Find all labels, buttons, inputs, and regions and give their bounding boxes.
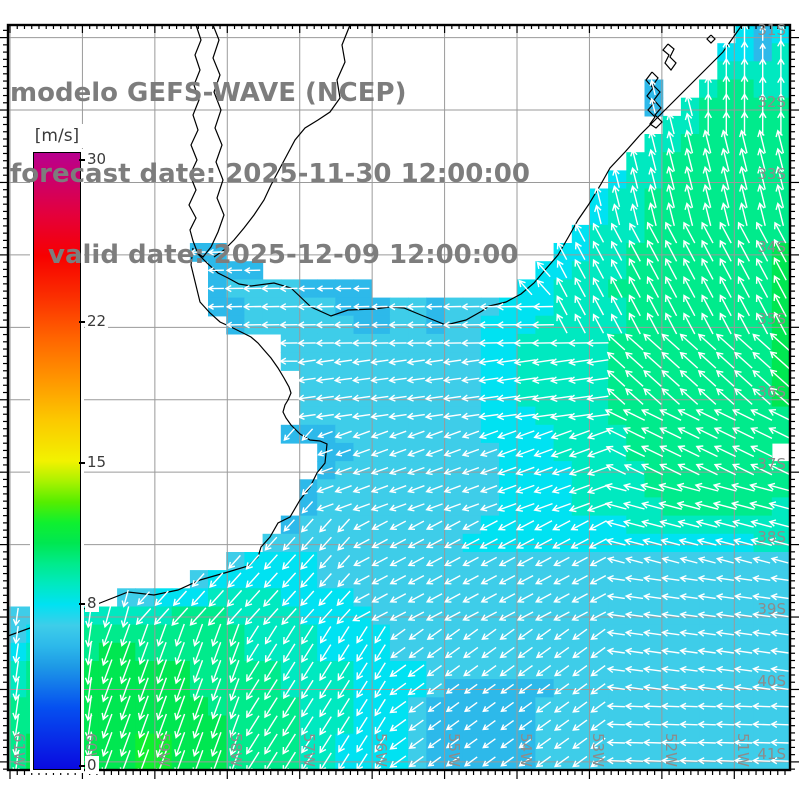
title-valid-date: valid date: 2025-12-09 12:00:00 [48,240,519,270]
colorbar-tick-label: 22 [85,311,109,330]
plot-title: modelo GEFS-WAVE (NCEP) forecast date: 2… [10,26,530,323]
river-parana-delta [195,24,225,258]
colorbar [33,152,81,770]
title-forecast-date: forecast date: 2025-11-30 12:00:00 [10,159,530,189]
colorbar-tick-mark [79,765,85,767]
river-uruguay-negro [213,24,351,258]
coast-argentina-south [7,247,328,637]
lagoon-dos-patos [645,71,663,129]
lagoon-mirim [662,43,677,71]
map-border [6,23,792,772]
coastlines [7,24,743,637]
islet [706,34,716,44]
colorbar-tick-mark [79,320,85,323]
title-model: modelo GEFS-WAVE (NCEP) [10,78,407,108]
colorbar-units-label: [m/s] [24,124,90,148]
coast-brazil-uruguay [188,24,743,326]
colorbar-tick-mark [79,462,85,464]
colorbar-tick-label: 8 [85,594,99,613]
map-frame-and-ticks [0,23,799,779]
wind-arrows [12,22,792,777]
colorbar-tick-label: 15 [85,453,109,471]
colorbar-tick-label: 0 [85,756,99,774]
colorbar-tick-label: 30 [85,150,109,168]
colorbar-tick-mark [79,159,85,161]
colorbar-tick-mark [79,603,85,606]
